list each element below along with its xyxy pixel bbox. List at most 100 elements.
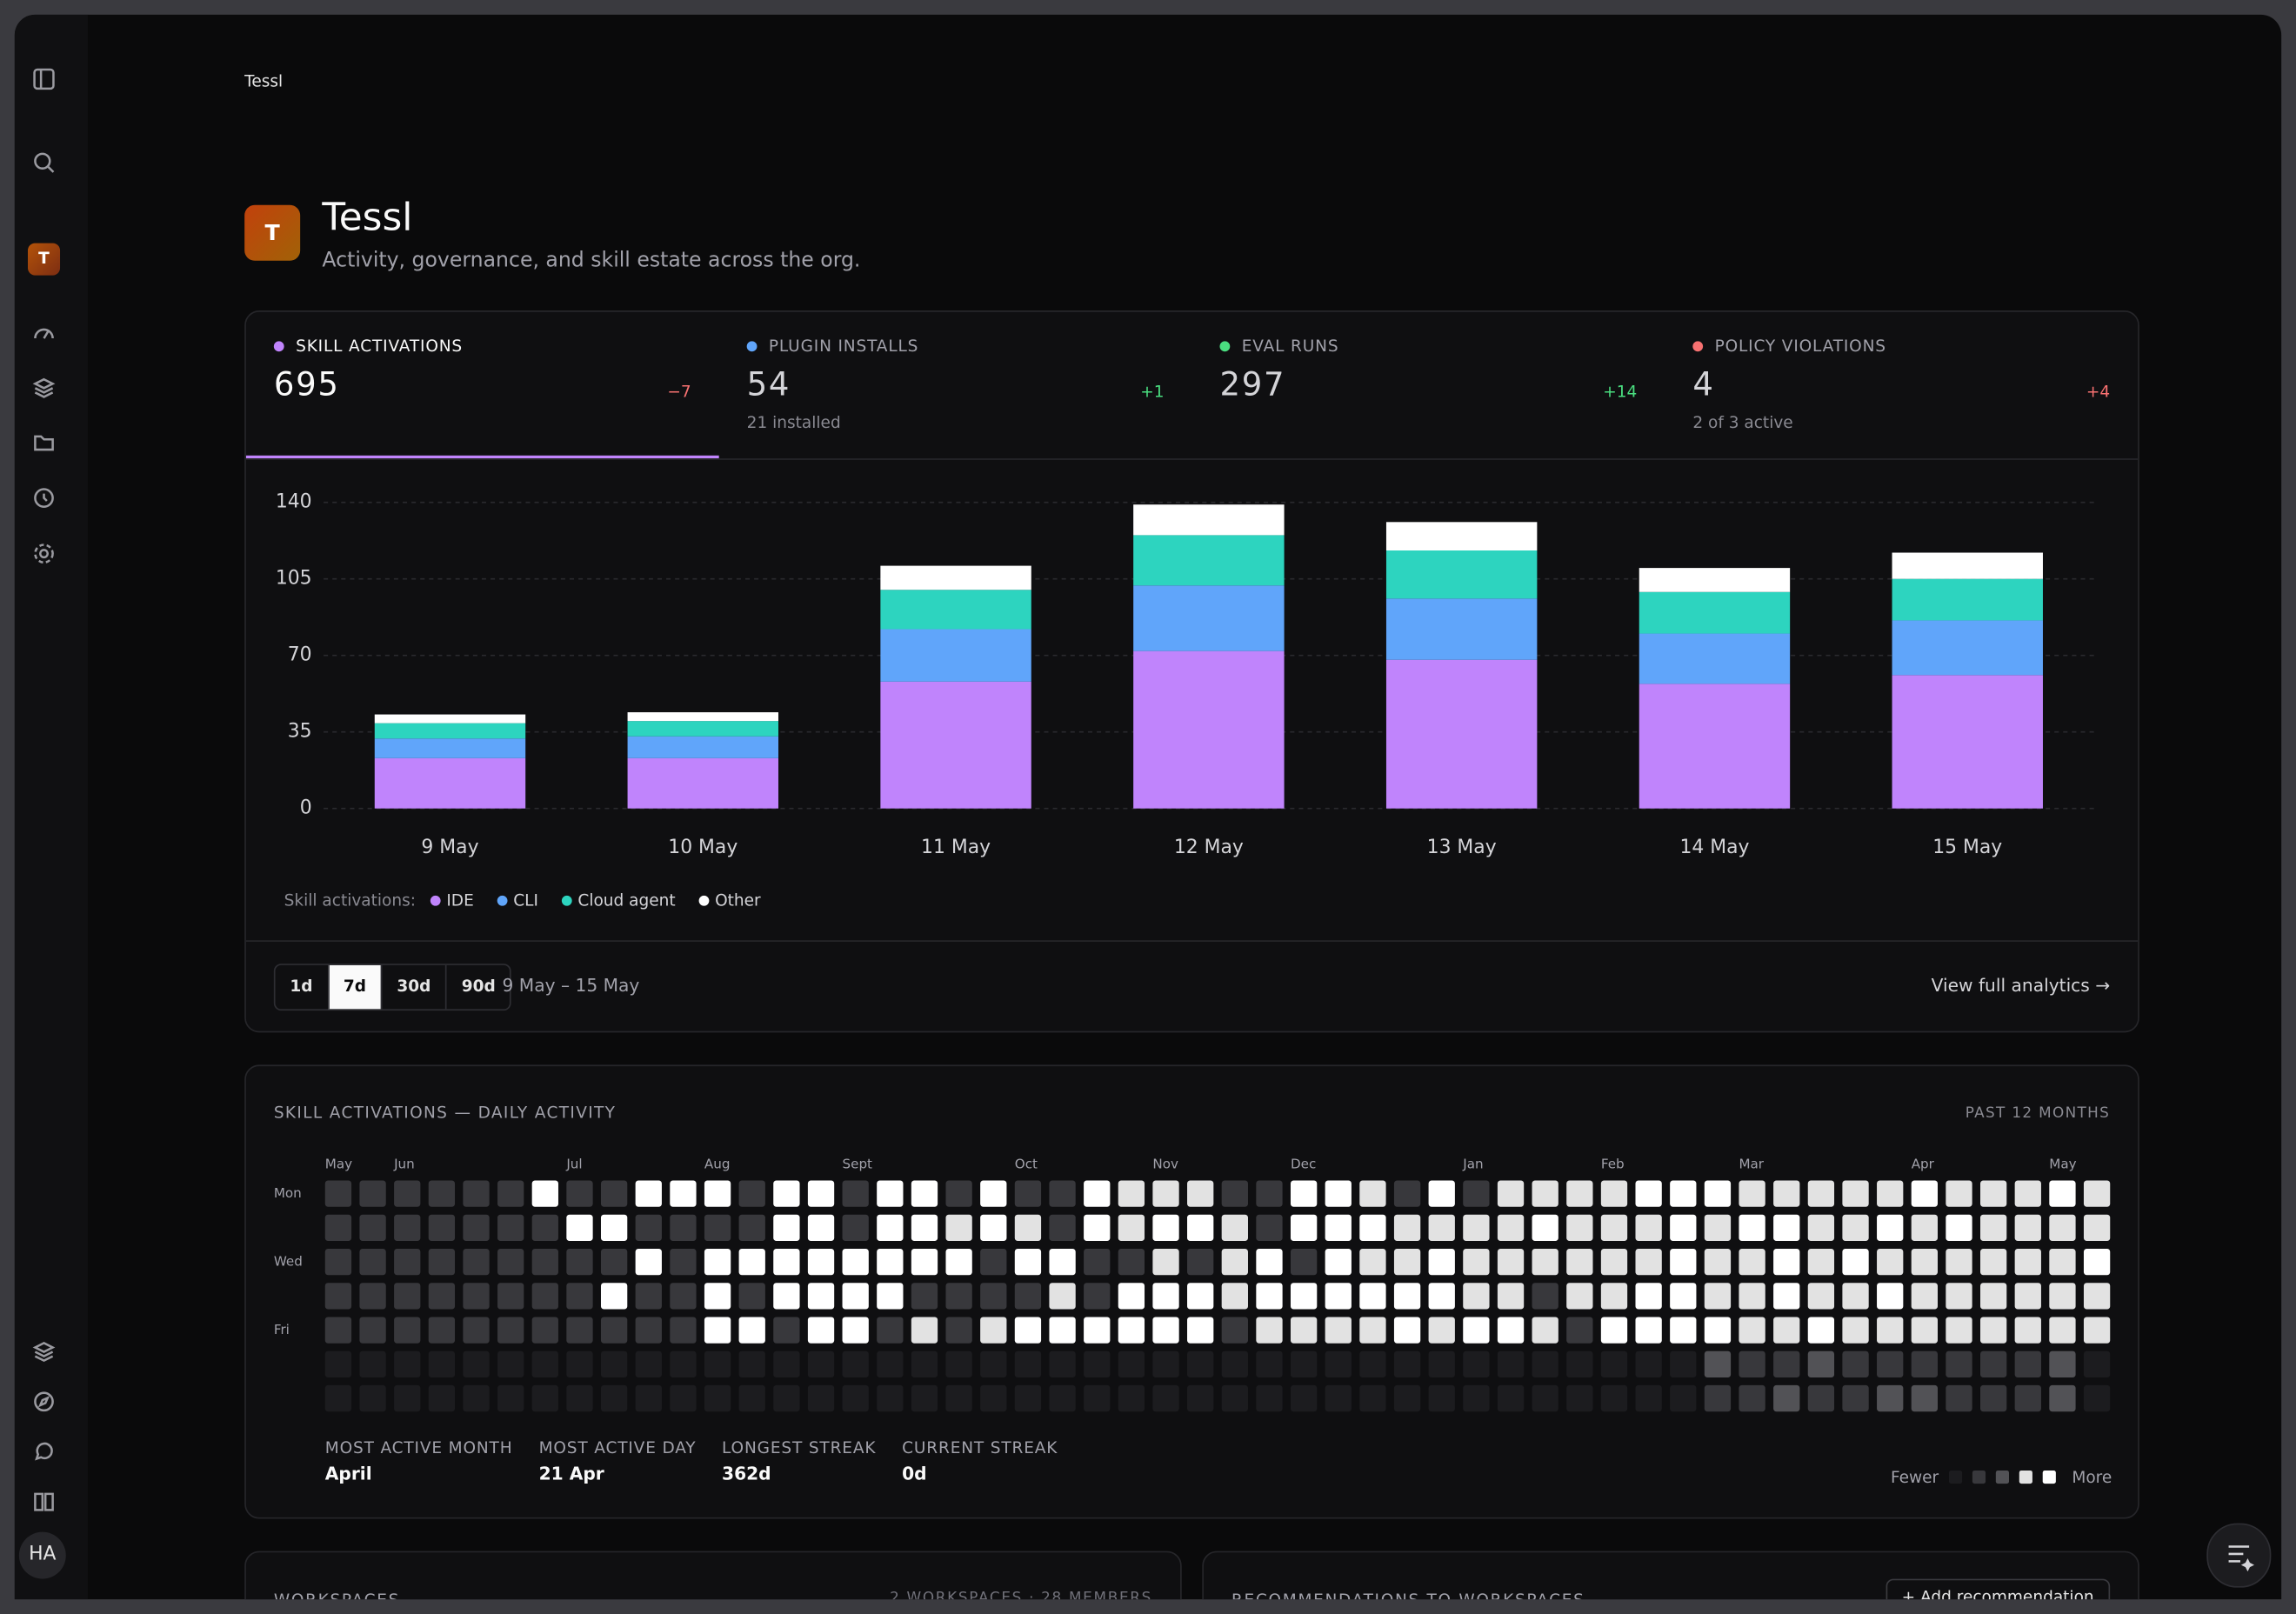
heatmap-cell bbox=[1393, 1384, 1421, 1412]
heatmap-cell bbox=[738, 1180, 765, 1207]
heatmap-cell bbox=[497, 1248, 524, 1276]
activity-card: SKILL ACTIVATIONS 695 −7 PLUGIN INSTALLS 54 +… bbox=[244, 310, 2139, 1033]
search-icon[interactable] bbox=[32, 150, 56, 174]
dashboard-icon[interactable] bbox=[32, 321, 56, 344]
bar-segment bbox=[627, 712, 778, 722]
heatmap-cell bbox=[566, 1214, 593, 1242]
heatmap-cell bbox=[1704, 1384, 1732, 1412]
heatmap-cell bbox=[1773, 1180, 1800, 1207]
heatmap-cell bbox=[877, 1384, 904, 1412]
range-button[interactable]: 1d bbox=[290, 977, 313, 997]
folder-icon[interactable] bbox=[32, 430, 56, 454]
heatmap-cell bbox=[1325, 1317, 1352, 1344]
kpi-dot bbox=[273, 341, 284, 352]
kpi-note: 21 installed bbox=[746, 412, 841, 432]
legend-swatch bbox=[2042, 1470, 2056, 1484]
heatmap-cell bbox=[1739, 1180, 1765, 1207]
kpi-delta: −7 bbox=[667, 382, 691, 402]
heatmap-cell bbox=[980, 1248, 1007, 1276]
heatmap-cell bbox=[1670, 1180, 1697, 1207]
heatmap-cell bbox=[1600, 1351, 1628, 1377]
heatmap-cell bbox=[1807, 1317, 1835, 1344]
heatmap-cell bbox=[1118, 1351, 1145, 1377]
heatmap-cell bbox=[566, 1317, 593, 1344]
heatmap-cell bbox=[566, 1248, 593, 1276]
book-icon[interactable] bbox=[32, 1490, 56, 1513]
kpi-delta: +1 bbox=[1140, 382, 1165, 402]
heatmap-cell bbox=[1359, 1384, 1386, 1412]
heatmap-cell bbox=[600, 1248, 628, 1276]
heatmap-cell bbox=[1670, 1214, 1697, 1242]
range-button[interactable]: 90d bbox=[445, 964, 510, 1010]
kpi-tab[interactable] bbox=[1665, 312, 2138, 458]
heatmap-cell bbox=[1256, 1351, 1283, 1377]
assistant-icon bbox=[2228, 1545, 2255, 1572]
heatmap-cell bbox=[1187, 1248, 1214, 1276]
heatmap-cell bbox=[2014, 1384, 2041, 1412]
chat-icon[interactable] bbox=[32, 1440, 56, 1464]
heatmap-cell bbox=[463, 1248, 490, 1276]
heatmap-cell bbox=[1946, 1283, 1972, 1310]
heatmap-cell bbox=[1946, 1214, 1972, 1242]
heatmap-cell bbox=[807, 1248, 835, 1276]
range-button[interactable]: 30d bbox=[380, 964, 445, 1010]
org-avatar[interactable]: T bbox=[27, 243, 61, 276]
assistant-button[interactable] bbox=[2206, 1523, 2272, 1588]
heatmap-cell bbox=[1911, 1214, 1939, 1242]
heatmap-cell bbox=[1428, 1214, 1455, 1242]
heatmap-cell bbox=[2083, 1384, 2111, 1412]
range-selector: 1d 7d 30d 90d bbox=[273, 964, 512, 1011]
heatmap-cell bbox=[1152, 1180, 1179, 1207]
layers-icon[interactable] bbox=[32, 1340, 56, 1364]
user-avatar[interactable]: HA bbox=[18, 1531, 66, 1579]
heatmap-card: SKILL ACTIVATIONS — DAILY ACTIVITY PAST 1… bbox=[244, 1064, 2139, 1519]
kpi-note: 2 of 3 active bbox=[1692, 412, 1793, 432]
heatmap-cell bbox=[1911, 1351, 1939, 1377]
heatmap-cell bbox=[394, 1384, 421, 1412]
y-tick-label: 140 bbox=[276, 491, 312, 513]
heatmap-cell bbox=[1773, 1283, 1800, 1310]
heatmap-cell bbox=[704, 1180, 731, 1207]
heatmap-cell bbox=[980, 1317, 1007, 1344]
chart: 0 35 70 105 140 9 May 10 May 11 May 12 May 13 May… bbox=[276, 491, 2094, 910]
heatmap-cell bbox=[497, 1351, 524, 1377]
breadcrumb[interactable]: Tessl bbox=[244, 71, 284, 91]
kpi-tab[interactable] bbox=[719, 312, 1192, 458]
heatmap-cell bbox=[1946, 1317, 1972, 1344]
layers-icon[interactable] bbox=[32, 377, 56, 400]
analytics-link[interactable]: View full analytics → bbox=[1931, 975, 2111, 997]
add-recommendation-button[interactable]: + Add recommendation bbox=[1886, 1578, 2111, 1600]
kpi-tab[interactable] bbox=[1192, 312, 1665, 458]
heatmap-cell bbox=[842, 1214, 869, 1242]
heatmap-cell bbox=[1946, 1248, 1972, 1276]
day-label: Mon bbox=[274, 1185, 302, 1201]
compass-icon[interactable] bbox=[32, 1390, 56, 1413]
heatmap-cell bbox=[1393, 1248, 1421, 1276]
heatmap-cell bbox=[1704, 1180, 1732, 1207]
month-label: Apr bbox=[1912, 1156, 1935, 1171]
x-tick-label: 10 May bbox=[668, 837, 738, 858]
heatmap-cell bbox=[428, 1351, 456, 1377]
heatmap-cell bbox=[1600, 1214, 1628, 1242]
heatmap-cell bbox=[877, 1214, 904, 1242]
legend-swatch bbox=[2019, 1470, 2032, 1484]
heatmap-cell bbox=[1979, 1384, 2007, 1412]
heatmap-cell bbox=[1325, 1384, 1352, 1412]
kpi-tab[interactable] bbox=[246, 312, 719, 458]
bar-segment bbox=[1639, 591, 1791, 634]
heatmap-cell bbox=[877, 1248, 904, 1276]
heatmap-cell bbox=[1084, 1180, 1111, 1207]
history-icon[interactable] bbox=[32, 486, 56, 510]
settings-icon[interactable] bbox=[32, 542, 56, 565]
heatmap-cell bbox=[531, 1214, 558, 1242]
range-button[interactable]: 7d bbox=[327, 964, 381, 1010]
month-label: Dec bbox=[1291, 1156, 1316, 1171]
kpi-value: 4 bbox=[1692, 367, 1715, 404]
heatmap-cell bbox=[635, 1317, 662, 1344]
sidebar-toggle[interactable] bbox=[32, 67, 56, 90]
heatmap-cell bbox=[704, 1317, 731, 1344]
heatmap-cell bbox=[1014, 1317, 1042, 1344]
heatmap-cell bbox=[1979, 1248, 2007, 1276]
heatmap-cell bbox=[2014, 1248, 2041, 1276]
heatmap-cell bbox=[945, 1214, 972, 1242]
